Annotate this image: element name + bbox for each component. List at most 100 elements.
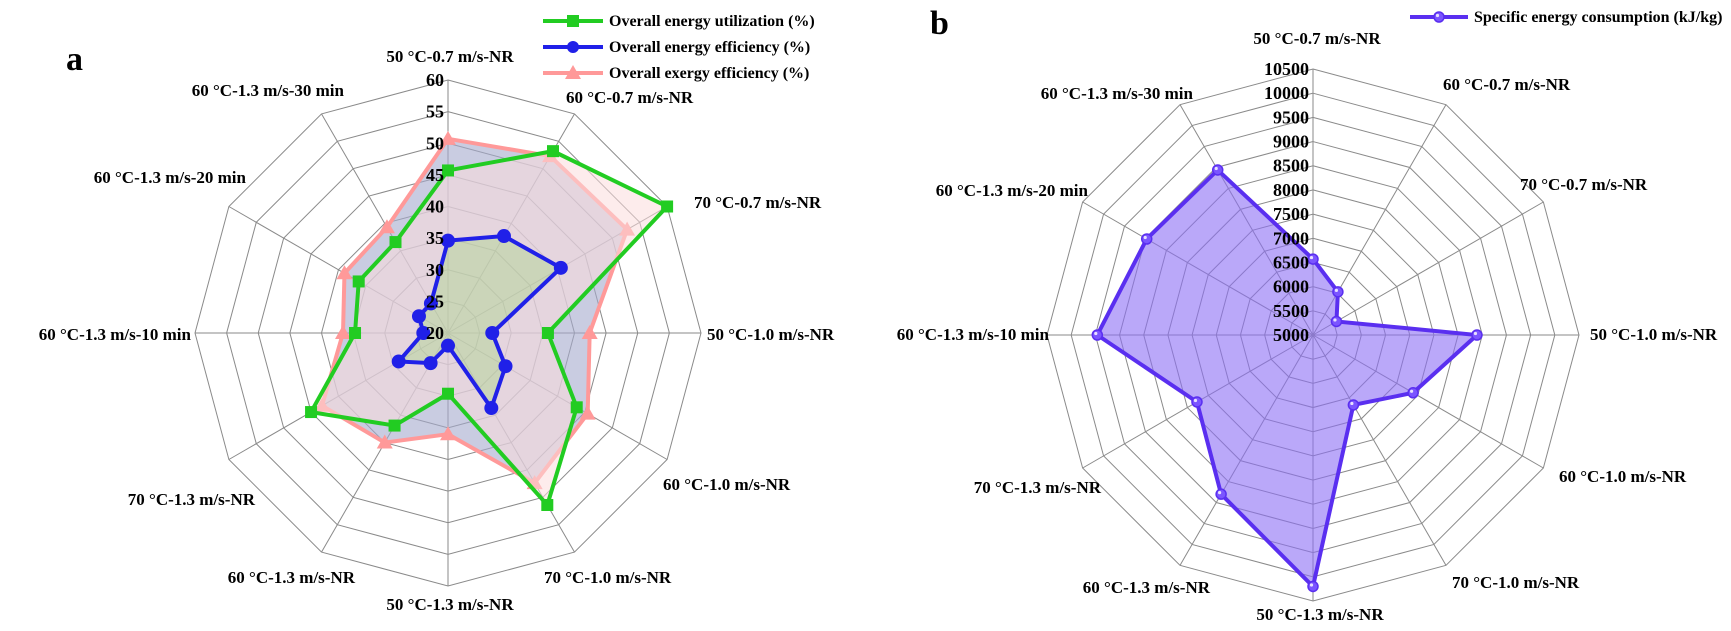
- category-label: 60 °C-1.3 m/s-20 min: [94, 168, 247, 187]
- tick-label: 9000: [1273, 132, 1309, 152]
- category-label: 60 °C-1.3 m/s-10 min: [897, 325, 1050, 344]
- tick-label: 35: [426, 228, 444, 248]
- data-point-highlight: [1309, 255, 1314, 260]
- grid-spoke: [1312, 201, 1544, 336]
- data-point: [1347, 399, 1360, 411]
- data-point: [388, 419, 401, 432]
- category-label: 70 °C-1.0 m/s-NR: [544, 568, 672, 587]
- category-label: 60 °C-1.3 m/s-NR: [228, 568, 356, 587]
- legend-marker: [567, 15, 579, 27]
- category-label: 60 °C-0.7 m/s-NR: [1443, 75, 1571, 94]
- tick-label: 10500: [1264, 59, 1309, 79]
- tick-label: 5500: [1273, 301, 1309, 321]
- data-point: [484, 401, 499, 416]
- tick-label: 6500: [1273, 252, 1309, 272]
- axis-ticks: 20 25 30 35 40 45 50 55 60: [426, 70, 444, 343]
- data-point: [546, 145, 559, 158]
- category-label: 70 °C-0.7 m/s-NR: [1520, 175, 1648, 194]
- legend: Specific energy consumption (kJ/kg): [1410, 9, 1722, 26]
- data-point-highlight: [1334, 288, 1339, 292]
- data-point: [579, 405, 596, 420]
- data-point-highlight: [1350, 401, 1354, 406]
- data-point: [416, 326, 431, 340]
- data-point-highlight: [1094, 331, 1098, 336]
- data-point: [442, 164, 454, 177]
- data-point: [485, 326, 500, 340]
- data-point: [423, 296, 438, 311]
- legend-item: Overall exergy efficiency (%): [543, 65, 809, 82]
- legend-marker: [565, 65, 581, 79]
- data-point-highlight: [1473, 331, 1478, 336]
- data-point: [1215, 488, 1227, 500]
- category-label: 70 °C-0.7 m/s-NR: [694, 193, 822, 212]
- data-point-highlight: [1218, 491, 1222, 495]
- data-point: [570, 401, 583, 414]
- tick-label: 55: [426, 102, 444, 122]
- data-point: [541, 327, 554, 339]
- data-point: [1211, 164, 1224, 176]
- data-point: [661, 200, 674, 213]
- data-point: [442, 387, 454, 400]
- category-label: 50 °C-1.3 m/s-NR: [386, 595, 514, 614]
- tick-label: 45: [426, 165, 444, 185]
- series-specific-energy-consumption: [1091, 164, 1483, 593]
- legend-item: Overall energy efficiency (%): [543, 39, 810, 56]
- data-point-highlight: [1193, 398, 1198, 403]
- tick-label: 20: [426, 323, 444, 343]
- radar-chart-b: 5000 5500 6000 6500 7000 7500 8000 8500 9000 9500…: [897, 9, 1723, 624]
- data-point: [423, 356, 438, 371]
- data-point: [496, 229, 511, 244]
- tick-label: 6000: [1273, 277, 1309, 297]
- data-point: [336, 265, 353, 280]
- data-point: [1307, 580, 1319, 593]
- data-point: [1191, 396, 1203, 408]
- tick-label: 10000: [1264, 83, 1309, 103]
- tick-label: 7500: [1273, 204, 1309, 224]
- category-label: 50 °C-1.0 m/s-NR: [1590, 325, 1718, 344]
- category-label: 70 °C-1.0 m/s-NR: [1452, 573, 1580, 592]
- category-label: 70 °C-1.3 m/s-NR: [128, 490, 256, 509]
- data-point: [1330, 315, 1343, 328]
- data-point: [391, 354, 406, 369]
- data-point: [378, 219, 395, 234]
- data-point: [411, 309, 426, 324]
- data-point: [1091, 329, 1104, 341]
- axis-ticks: 5000 5500 6000 6500 7000 7500 8000 8500 9000 9500…: [1264, 59, 1309, 345]
- series-area: [1097, 169, 1477, 587]
- tick-label: 25: [426, 291, 444, 311]
- data-point: [1471, 329, 1483, 341]
- data-point: [541, 498, 554, 511]
- tick-label: 8000: [1273, 180, 1309, 200]
- category-label: 60 °C-1.3 m/s-30 min: [192, 81, 345, 100]
- tick-label: 9500: [1273, 107, 1309, 127]
- data-point: [441, 233, 455, 248]
- category-label: 50 °C-1.0 m/s-NR: [707, 325, 835, 344]
- category-label: 60 °C-1.0 m/s-NR: [663, 475, 791, 494]
- tick-label: 40: [426, 197, 444, 217]
- legend-label: Overall exergy efficiency (%): [609, 65, 809, 82]
- data-point: [349, 327, 362, 339]
- tick-label: 8500: [1273, 156, 1309, 176]
- series-energy-efficiency: [391, 229, 568, 416]
- category-label: 60 °C-1.3 m/s-30 min: [1041, 84, 1194, 103]
- data-point: [335, 325, 352, 339]
- category-label: 60 °C-1.3 m/s-10 min: [39, 325, 192, 344]
- data-point: [352, 275, 365, 288]
- data-point: [1407, 387, 1419, 399]
- data-point: [389, 236, 402, 249]
- panel-label-b: b: [930, 5, 949, 42]
- data-point: [498, 359, 513, 374]
- category-label: 50 °C-0.7 m/s-NR: [1253, 29, 1381, 48]
- tick-label: 5000: [1273, 325, 1309, 345]
- legend-marker: [1433, 11, 1445, 23]
- panel-label-a: a: [66, 41, 83, 78]
- data-point-highlight: [1214, 166, 1218, 171]
- data-point: [1332, 286, 1344, 298]
- legend-marker: [567, 41, 579, 53]
- tick-label: 7000: [1273, 228, 1309, 248]
- data-point: [441, 338, 455, 353]
- category-label: 50 °C-1.3 m/s-NR: [1256, 605, 1384, 624]
- data-point: [553, 260, 568, 275]
- legend-item: Specific energy consumption (kJ/kg): [1410, 9, 1722, 26]
